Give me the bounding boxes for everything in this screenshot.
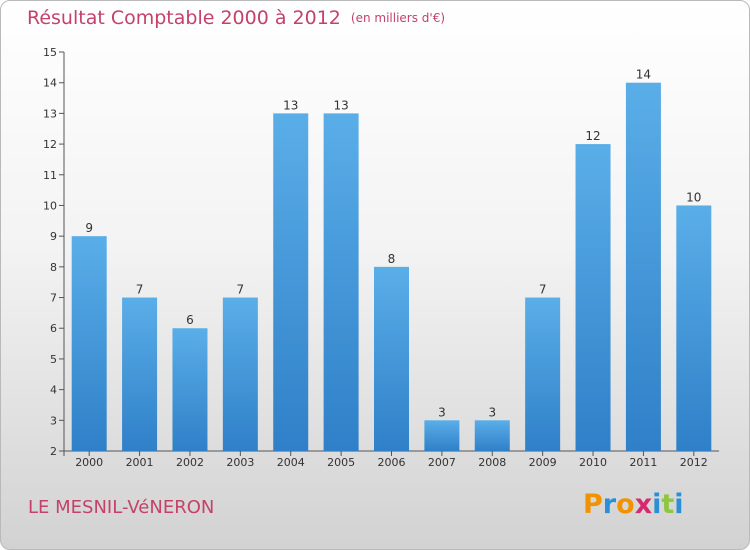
bars xyxy=(71,82,712,452)
value-label: 7 xyxy=(539,283,547,297)
y-tick-label: 9 xyxy=(50,230,57,243)
x-tick-label: 2012 xyxy=(680,456,708,469)
x-tick-label: 2007 xyxy=(428,456,456,469)
value-label: 3 xyxy=(488,405,496,419)
logo-letter: o xyxy=(616,489,635,520)
value-labels: 9 7 6 7 13 13 8 3 3 7 12 14 10 xyxy=(85,68,701,420)
x-tick-label: 2004 xyxy=(277,456,305,469)
y-tick-label: 2 xyxy=(50,445,57,458)
logo-letter: t xyxy=(661,489,675,520)
value-label: 14 xyxy=(636,68,651,82)
y-tick-label: 15 xyxy=(43,46,57,59)
value-label: 13 xyxy=(283,98,298,112)
y-tick-label: 12 xyxy=(43,138,57,151)
y-tick-label: 11 xyxy=(43,169,57,182)
value-label: 7 xyxy=(237,283,245,297)
logo-letter: i xyxy=(652,489,662,520)
y-tick-label: 13 xyxy=(43,107,57,120)
value-label: 12 xyxy=(585,129,600,143)
y-tick-label: 10 xyxy=(43,199,57,212)
value-label: 8 xyxy=(388,252,396,266)
bar-2006 xyxy=(374,266,409,451)
y-tick-label: 8 xyxy=(50,261,57,274)
x-tick-label: 2006 xyxy=(378,456,406,469)
x-tick-label: 2009 xyxy=(529,456,557,469)
value-label: 9 xyxy=(85,221,93,235)
bar-2007 xyxy=(424,420,460,451)
logo-letter: r xyxy=(602,489,617,520)
y-tick-label: 7 xyxy=(50,292,57,305)
bar-2000 xyxy=(71,236,107,451)
x-tick-label: 2010 xyxy=(579,456,607,469)
value-label: 10 xyxy=(686,190,701,204)
y-tick-label: 5 xyxy=(50,353,57,366)
x-tick-label: 2001 xyxy=(126,456,154,469)
x-tick-label: 2005 xyxy=(327,456,355,469)
chart-title-text: Résultat Comptable 2000 à 2012 xyxy=(27,7,341,29)
y-tick-label: 4 xyxy=(50,384,57,397)
x-tick-label: 2003 xyxy=(226,456,254,469)
bar-2003 xyxy=(222,297,258,451)
y-tick-label: 14 xyxy=(43,77,57,90)
place-name: LE MESNIL-VéNERON xyxy=(28,497,215,518)
bar-2012 xyxy=(676,205,712,451)
bar-2002 xyxy=(172,328,208,451)
chart-title: Résultat Comptable 2000 à 2012 (en millie… xyxy=(27,7,445,29)
proxiti-logo[interactable]: Proxiti xyxy=(583,489,684,520)
logo-letter: x xyxy=(634,489,653,520)
x-tick-label: 2008 xyxy=(478,456,506,469)
bar-2005 xyxy=(323,113,359,451)
bar-2001 xyxy=(122,297,158,451)
x-tick-label: 2000 xyxy=(75,456,103,469)
value-label: 3 xyxy=(438,405,446,419)
bar-2010 xyxy=(575,144,611,452)
chart-subtitle: (en milliers d'€) xyxy=(350,11,446,25)
y-tick-label: 3 xyxy=(50,414,57,427)
bar-2009 xyxy=(525,297,561,451)
x-tick-label: 2011 xyxy=(629,456,657,469)
y-tick-label: 6 xyxy=(50,322,57,335)
value-label: 7 xyxy=(136,283,144,297)
logo-letter: i xyxy=(674,489,684,520)
bar-2004 xyxy=(273,113,309,451)
bar-2011 xyxy=(625,82,661,451)
bar-2008 xyxy=(474,420,510,451)
x-tick-label: 2002 xyxy=(176,456,204,469)
logo-letter: P xyxy=(583,489,603,520)
value-label: 6 xyxy=(186,313,194,327)
value-label: 13 xyxy=(333,98,348,112)
